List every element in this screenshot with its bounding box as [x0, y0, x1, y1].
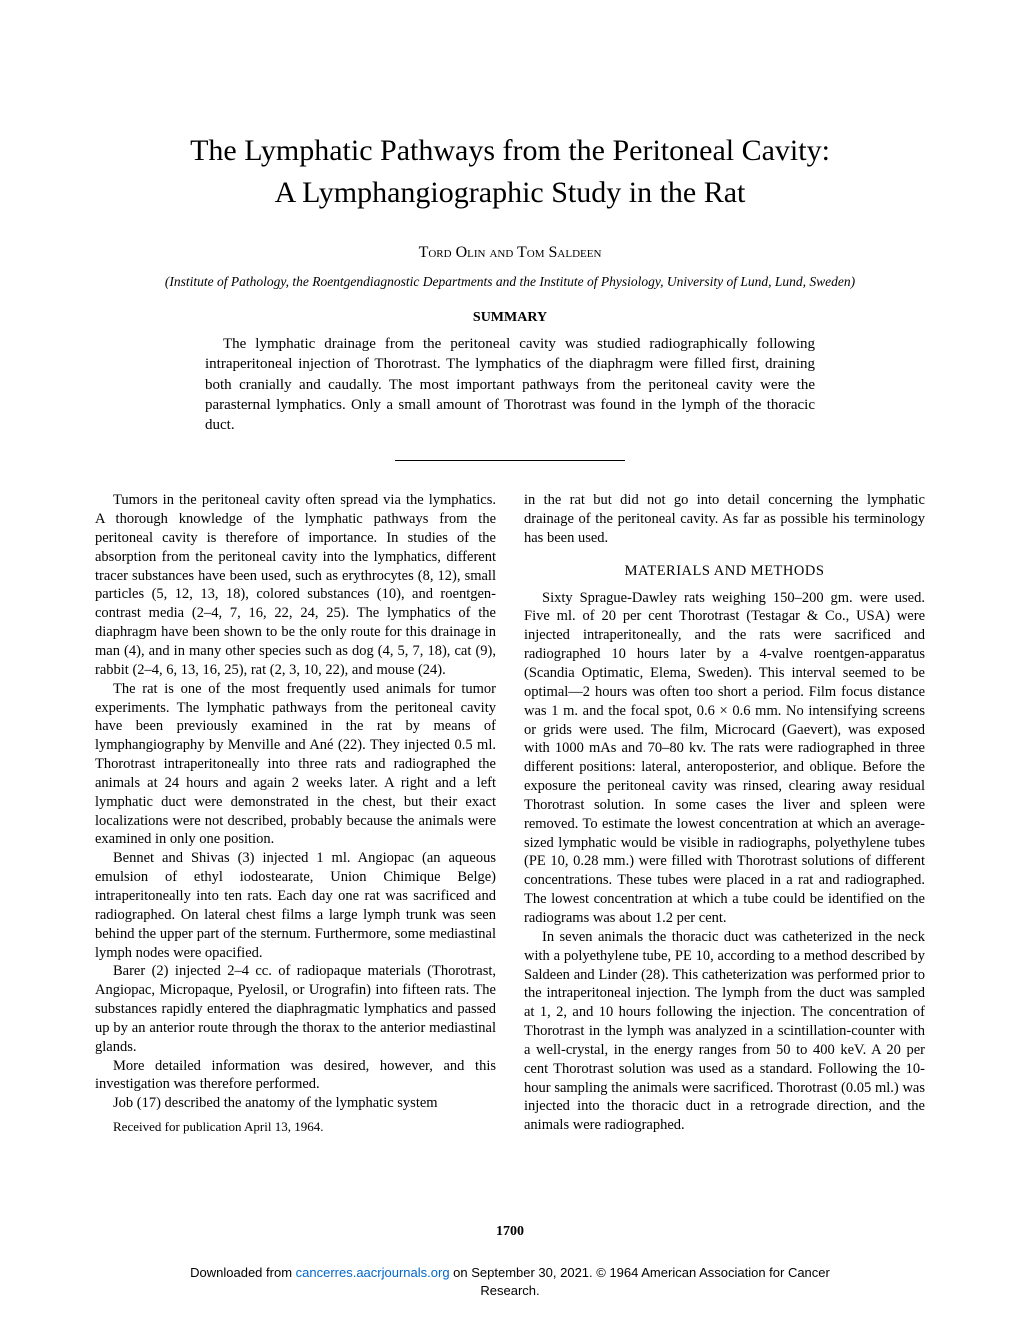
footer-prefix: Downloaded from — [190, 1265, 296, 1280]
paper-title: The Lymphatic Pathways from the Peritone… — [95, 130, 925, 214]
footer-middle: on September 30, 2021. © 1964 American A… — [450, 1265, 830, 1280]
footer: Downloaded from cancerres.aacrjournals.o… — [0, 1264, 1020, 1300]
right-column: in the rat but did not go into detail co… — [524, 491, 925, 1136]
summary-heading: SUMMARY — [95, 310, 925, 326]
body-paragraph: Barer (2) injected 2–4 cc. of radiopaque… — [95, 962, 496, 1056]
footer-line2: Research. — [480, 1283, 539, 1298]
body-paragraph: In seven animals the thoracic duct was c… — [524, 928, 925, 1135]
body-paragraph: Bennet and Shivas (3) injected 1 ml. Ang… — [95, 849, 496, 962]
authors: Tord Olin and Tom Saldeen — [95, 244, 925, 262]
affiliation: (Institute of Pathology, the Roentgendia… — [95, 274, 925, 290]
summary-text: The lymphatic drainage from the peritone… — [95, 334, 925, 435]
left-column: Tumors in the peritoneal cavity often sp… — [95, 491, 496, 1136]
body-paragraph: More detailed information was desired, h… — [95, 1057, 496, 1095]
title-line-1: The Lymphatic Pathways from the Peritone… — [190, 134, 830, 167]
footer-link[interactable]: cancerres.aacrjournals.org — [296, 1265, 450, 1280]
body-paragraph: Sixty Sprague-Dawley rats weighing 150–2… — [524, 589, 925, 928]
body-paragraph: Job (17) described the anatomy of the ly… — [95, 1094, 496, 1113]
body-columns: Tumors in the peritoneal cavity often sp… — [95, 491, 925, 1136]
body-paragraph: Tumors in the peritoneal cavity often sp… — [95, 491, 496, 679]
divider — [395, 460, 625, 461]
page-number: 1700 — [0, 1224, 1020, 1240]
body-paragraph: in the rat but did not go into detail co… — [524, 491, 925, 548]
body-paragraph: The rat is one of the most frequently us… — [95, 680, 496, 850]
title-line-2: A Lymphangiographic Study in the Rat — [275, 176, 746, 209]
received-date: Received for publication April 13, 1964. — [95, 1119, 496, 1136]
section-heading: MATERIALS AND METHODS — [524, 562, 925, 581]
